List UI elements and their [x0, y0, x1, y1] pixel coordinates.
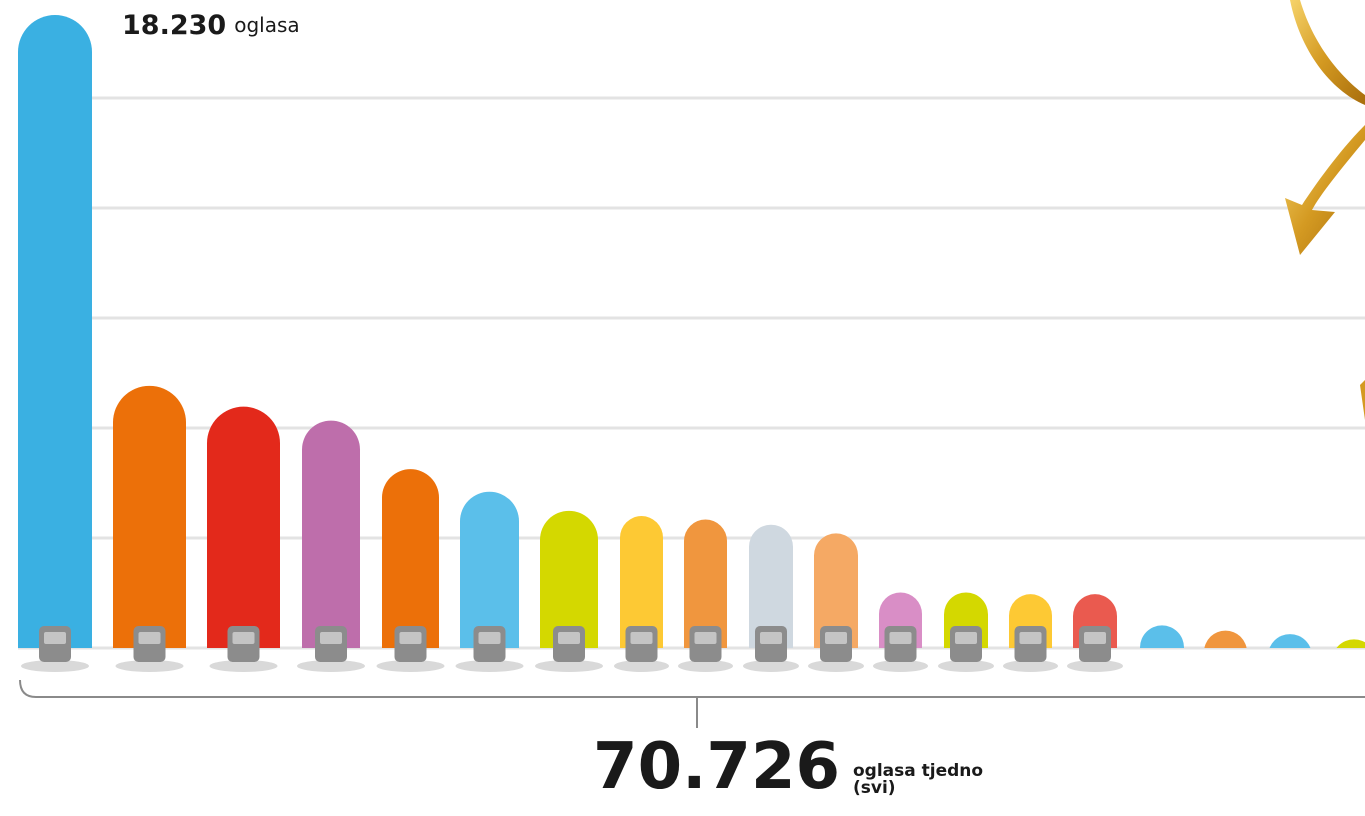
bar: [18, 15, 92, 685]
category-icon-detail: [631, 632, 653, 644]
bar: [1332, 639, 1365, 670]
category-icon-detail: [695, 632, 717, 644]
decor-arrow: [1285, 0, 1365, 420]
arrow-head: [1285, 125, 1365, 255]
category-icon-detail: [558, 632, 580, 644]
category-icon-detail: [320, 632, 342, 644]
category-icon-detail: [139, 632, 161, 644]
category-icon-detail: [1084, 632, 1106, 644]
category-icon-detail: [890, 632, 912, 644]
category-icon-detail: [825, 632, 847, 644]
bar: [1204, 631, 1247, 670]
category-icon-detail: [1020, 632, 1042, 644]
category-icon-detail: [44, 632, 66, 644]
category-icon-detail: [955, 632, 977, 644]
value-label-number: 18.230: [122, 10, 226, 41]
value-label-unit: oglasa: [234, 13, 299, 37]
chart: 18.230oglasa 70.726 oglasa tjedno (svi): [0, 0, 1365, 816]
total-bracket: [20, 680, 1365, 697]
page: {"chart_data": {"type": "bar", "categori…: [0, 0, 1365, 816]
value-label: 18.230 oglasa: [122, 10, 300, 41]
category-icon-detail: [479, 632, 501, 644]
category-icon-detail: [760, 632, 782, 644]
total-caption: (svi): [853, 778, 896, 798]
bar: [1140, 625, 1184, 670]
bar: [1268, 634, 1312, 670]
arrow-tail: [1360, 380, 1365, 420]
category-icon-detail: [400, 632, 422, 644]
bars: [18, 15, 1365, 685]
arrow-arc: [1290, 0, 1365, 105]
category-icon-detail: [233, 632, 255, 644]
total-value: 70.726: [593, 730, 840, 804]
